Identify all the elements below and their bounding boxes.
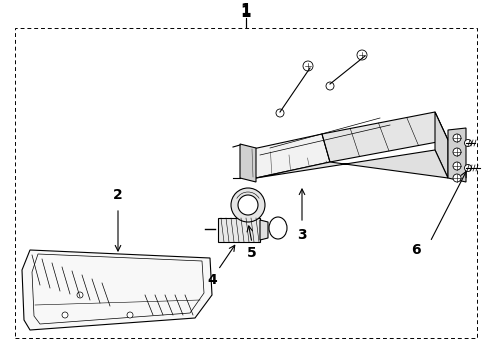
Text: 1: 1	[241, 3, 251, 18]
Text: 4: 4	[207, 273, 217, 287]
Circle shape	[231, 188, 265, 222]
Polygon shape	[218, 218, 260, 242]
Polygon shape	[448, 128, 466, 182]
Circle shape	[127, 312, 133, 318]
Polygon shape	[322, 112, 448, 162]
Circle shape	[276, 109, 284, 117]
Polygon shape	[240, 144, 256, 182]
Polygon shape	[22, 250, 212, 330]
Circle shape	[326, 82, 334, 90]
Bar	[15, 28, 477, 338]
Text: 6: 6	[411, 243, 421, 257]
Circle shape	[357, 50, 367, 60]
Circle shape	[453, 162, 461, 170]
Polygon shape	[256, 150, 448, 178]
Text: 2: 2	[113, 188, 123, 202]
Circle shape	[238, 195, 258, 215]
Ellipse shape	[269, 217, 287, 239]
Polygon shape	[260, 220, 268, 240]
Polygon shape	[248, 134, 330, 178]
Circle shape	[453, 148, 461, 156]
Circle shape	[62, 312, 68, 318]
Polygon shape	[435, 112, 448, 178]
Text: 3: 3	[297, 228, 307, 242]
Circle shape	[465, 165, 471, 171]
Circle shape	[303, 61, 313, 71]
Circle shape	[453, 134, 461, 142]
Circle shape	[453, 174, 461, 182]
Circle shape	[465, 140, 471, 147]
Text: 5: 5	[247, 246, 257, 260]
Text: 1: 1	[241, 5, 251, 19]
Circle shape	[77, 292, 83, 298]
